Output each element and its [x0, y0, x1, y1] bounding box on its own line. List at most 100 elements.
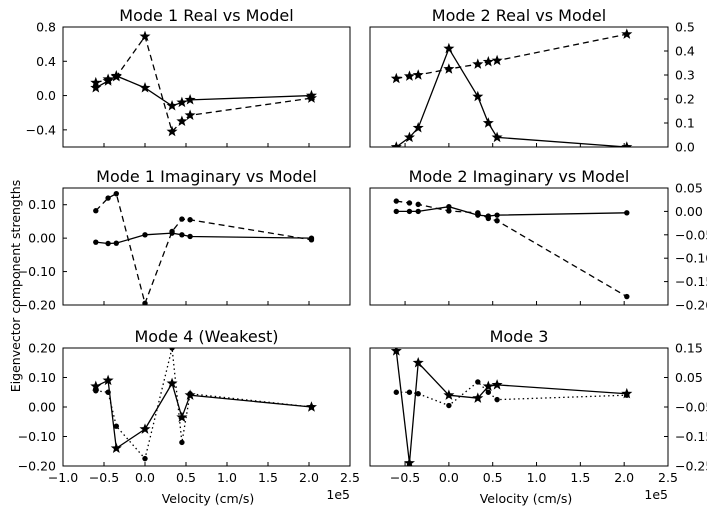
chart-title: Mode 1 Real vs Model: [119, 6, 293, 25]
y-tick-label: 0.10: [28, 197, 56, 212]
panel-p5: Mode 4 (Weakest) 0.20 0.10 0.00 −0.10 −0.20−1…: [18, 327, 360, 485]
y-tick-label: 0.10: [28, 370, 56, 385]
x-scale-label-left: 1e5: [326, 487, 350, 502]
x-tick-label: 1.5: [258, 470, 278, 485]
y-tick-label: −0.15: [675, 274, 707, 289]
data-point-dot: [179, 439, 185, 446]
x-tick-label: −0.5: [390, 470, 420, 485]
y-tick-label: −0.10: [18, 429, 56, 444]
data-point-dot: [187, 391, 193, 397]
y-tick-label: −0.4: [26, 122, 56, 137]
data-point-dot: [475, 210, 481, 216]
data-point-star: [621, 28, 633, 39]
x-tick-label: 1.0: [217, 470, 237, 485]
y-tick-label: 0.1: [675, 116, 695, 131]
data-point-dot: [93, 208, 99, 214]
data-point-star: [166, 377, 178, 389]
data-point-star: [403, 131, 415, 143]
data-point-dot: [179, 232, 185, 238]
data-point-dot: [93, 239, 99, 245]
data-point-dot: [494, 212, 500, 218]
chart-title: Mode 2 Imaginary vs Model: [409, 167, 630, 186]
data-point-dot: [406, 208, 413, 215]
series-line-dashed: [396, 33, 627, 80]
x-tick-label: 2.5: [340, 470, 360, 485]
data-point-dot: [475, 379, 481, 385]
y-tick-label: 0.4: [675, 44, 695, 59]
y-tick-label: 0.8: [36, 20, 56, 35]
panel-p6: Mode 3 0.15 0.05 −0.05 −0.15 −0.25 −0.5 0.0 0.5 1…: [369, 327, 707, 485]
x-tick-label: 2.0: [299, 470, 319, 485]
y-tick-label: 0.00: [28, 231, 56, 246]
data-point-dot: [169, 228, 175, 235]
data-point-star: [390, 72, 402, 84]
plot-frame: [62, 187, 351, 306]
y-axis-label: Eigenvector component strengths: [8, 180, 23, 392]
data-point-dot: [393, 198, 399, 204]
series-line-dashed: [95, 192, 312, 305]
data-point-star: [390, 348, 402, 356]
data-point-dot: [494, 396, 500, 403]
x-tick-label: 2.5: [658, 470, 678, 485]
panel-p2: Mode 2 Real vs Model 0.5 0.4 0.3 0.2 0.1 0.0: [369, 6, 695, 155]
series-line-solid: [95, 379, 312, 450]
data-point-dot: [446, 402, 452, 409]
data-point-star: [412, 69, 424, 80]
x-tick-label: 2.0: [614, 470, 634, 485]
x-tick-label: 0.5: [176, 470, 196, 485]
x-tick-label: 1.0: [527, 470, 547, 485]
data-point-dot: [393, 208, 399, 215]
data-point-star: [139, 82, 151, 93]
x-tick-label: 1.5: [570, 470, 590, 485]
y-tick-label: −0.25: [675, 459, 707, 474]
data-point-dot: [415, 208, 421, 215]
data-point-dot: [142, 300, 148, 305]
data-point-star: [102, 374, 114, 386]
x-scale-label-right: 1e5: [644, 487, 668, 502]
data-point-star: [491, 131, 503, 143]
data-point-star: [90, 380, 102, 392]
x-axis-label-right: Velocity (cm/s): [480, 491, 573, 506]
data-point-star: [305, 92, 317, 103]
data-point-star: [102, 73, 114, 84]
data-point-star: [110, 70, 122, 82]
y-tick-label: 0.3: [675, 68, 695, 83]
y-tick-label: −0.20: [18, 459, 56, 474]
data-point-dot: [187, 217, 193, 223]
data-point-star: [176, 115, 188, 126]
y-tick-label: 0.00: [28, 400, 56, 415]
y-tick-label: 0.15: [675, 341, 703, 356]
data-point-dot: [187, 233, 193, 240]
y-tick-label: −0.10: [18, 264, 56, 279]
plot-area: [93, 190, 315, 305]
series-line-solid: [395, 47, 627, 147]
data-point-dot: [113, 240, 120, 246]
data-point-star: [443, 63, 455, 74]
x-tick-label: 0.5: [483, 470, 503, 485]
y-tick-label: 0.5: [675, 20, 695, 35]
data-point-dot: [179, 216, 185, 222]
y-tick-label: 0.4: [36, 54, 56, 69]
x-tick-label: −1.0: [48, 470, 78, 485]
y-tick-label: −0.15: [675, 429, 707, 444]
data-point-dot: [446, 204, 452, 210]
series-line-dotted: [95, 348, 312, 460]
data-point-star: [110, 442, 122, 453]
data-point-star: [412, 356, 424, 368]
data-point-dot: [446, 208, 452, 214]
data-point-star: [139, 30, 151, 42]
plot-area: [90, 30, 317, 137]
data-point-star: [176, 96, 188, 108]
y-tick-label: 0.20: [28, 341, 56, 356]
data-point-star: [184, 94, 196, 105]
data-point-dot: [142, 455, 148, 462]
x-tick-label: −0.5: [89, 470, 119, 485]
data-point-star: [166, 100, 178, 111]
x-tick-label: 0.0: [439, 470, 459, 485]
data-point-dot: [308, 237, 315, 243]
data-point-dot: [415, 391, 421, 397]
data-point-star: [412, 122, 424, 133]
data-point-star: [176, 411, 188, 423]
data-point-star: [443, 389, 455, 400]
plot-area: [393, 198, 630, 300]
